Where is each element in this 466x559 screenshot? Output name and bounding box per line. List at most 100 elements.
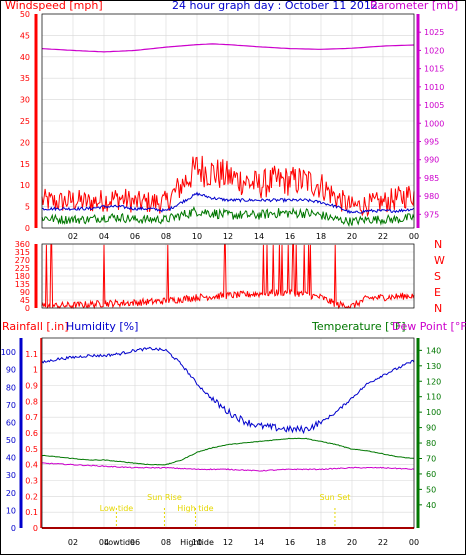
wind-x-tick-label: 18 <box>316 232 326 241</box>
humidity-tick-label: 0 <box>11 524 16 533</box>
compass-label: N <box>434 238 442 251</box>
climate-x-tick-label: 18 <box>316 538 326 547</box>
temperature-tick-label: 140 <box>426 346 441 355</box>
direction-plot-frame <box>41 243 415 309</box>
wind-axis-title: Windspeed [mph] <box>5 0 103 12</box>
direction-tick-label: 180 <box>15 272 30 281</box>
wind-tick-label: 25 <box>20 117 30 126</box>
wind-x-tick-label: 12 <box>223 232 233 241</box>
rain-tick-label: 1.1 <box>25 350 38 359</box>
direction-tick-label: 90 <box>20 288 30 297</box>
direction-line <box>41 244 415 310</box>
event-label: Sun Set <box>319 493 350 502</box>
barometer-tick-label: 1015 <box>424 65 444 74</box>
wind-tick-label: 35 <box>20 74 30 83</box>
rain-tick-label: 0.5 <box>25 445 38 454</box>
rain-tick-label: 0.3 <box>25 477 38 486</box>
dew_point-line <box>42 462 415 472</box>
wind-x-tick-label: 02 <box>68 232 78 241</box>
rain-tick-label: 0.1 <box>25 508 38 517</box>
humidity-tick-label: 30 <box>6 471 16 480</box>
event-label: Low tide <box>100 504 134 513</box>
barometer-tick-label: 990 <box>424 156 439 165</box>
humidity-line <box>41 346 415 435</box>
direction-tick-label: 45 <box>20 296 30 305</box>
wind-tick-label: 10 <box>20 181 30 190</box>
wind-tick-label: 30 <box>20 96 30 105</box>
direction-tick-label: 135 <box>15 280 30 289</box>
wind-x-tick-label: 16 <box>285 232 295 241</box>
rain-tick-label: 0.8 <box>25 397 38 406</box>
windspeed-line <box>41 205 415 228</box>
wind-x-tick-label: 22 <box>378 232 388 241</box>
event-label: High tide <box>177 504 213 513</box>
climate-x-tick-label: 22 <box>378 538 388 547</box>
chart-title: 24 hour graph day : October 11 2012 <box>172 0 378 12</box>
direction-tick-label: 0 <box>25 304 30 313</box>
event-label: Sun Rise <box>147 493 182 502</box>
temperature-axis-title: Temperature [°F] <box>311 320 406 333</box>
temperature-tick-label: 90 <box>426 424 436 433</box>
wind-x-tick-label: 00 <box>409 232 419 241</box>
temperature-tick-label: 60 <box>426 470 436 479</box>
climate-x-tick-label: 16 <box>285 538 295 547</box>
wind-tick-label: 0 <box>25 224 30 233</box>
rainfall-axis-title: Rainfall [.in] <box>2 320 69 333</box>
rain-tick-label: 0.4 <box>25 461 38 470</box>
temperature-line <box>41 437 414 466</box>
wind-tick-label: 20 <box>20 138 30 147</box>
dewpoint-axis-title: Dew Point [°F] <box>392 320 466 333</box>
wind-plot-frame <box>41 13 415 229</box>
temperature-tick-label: 100 <box>426 408 441 417</box>
barometer-line <box>41 43 415 53</box>
temperature-tick-label: 70 <box>426 454 436 463</box>
barometer-axis-title: Barometer [mb] <box>370 0 458 12</box>
barometer-tick-label: 1000 <box>424 119 444 128</box>
wind-tick-label: 45 <box>20 31 30 40</box>
humidity-tick-label: 100 <box>1 348 16 357</box>
climate-x-tick-label: 04 <box>99 538 109 547</box>
wind-tick-label: 15 <box>20 160 30 169</box>
humidity-tick-label: 50 <box>6 436 16 445</box>
compass-label: S <box>434 270 441 283</box>
compass-label: N <box>434 302 442 315</box>
tide-bottom-label: Lowtide <box>104 538 135 547</box>
wind-x-tick-label: 10 <box>192 232 202 241</box>
humidity-tick-label: 90 <box>6 366 16 375</box>
rain-tick-label: 0.2 <box>25 492 38 501</box>
rain-tick-label: 0 <box>33 524 38 533</box>
rain-tick-label: 0.6 <box>25 429 38 438</box>
humidity-tick-label: 70 <box>6 401 16 410</box>
direction-tick-label: 270 <box>15 256 30 265</box>
barometer-tick-label: 985 <box>424 174 439 183</box>
temperature-tick-label: 120 <box>426 377 441 386</box>
climate-plot-frame <box>41 337 415 529</box>
temperature-tick-label: 130 <box>426 362 441 371</box>
barometer-tick-label: 995 <box>424 137 439 146</box>
barometer-tick-label: 1020 <box>424 46 444 55</box>
temperature-tick-label: 50 <box>426 485 436 494</box>
humidity-tick-label: 10 <box>6 506 16 515</box>
barometer-tick-label: 1010 <box>424 83 444 92</box>
wind-tick-label: 50 <box>20 10 30 19</box>
climate-x-tick-label: 12 <box>223 538 233 547</box>
temperature-tick-label: 40 <box>426 501 436 510</box>
humidity-tick-label: 20 <box>6 489 16 498</box>
barometer-tick-label: 975 <box>424 210 439 219</box>
tide-bottom-label: Hightide <box>180 538 214 547</box>
direction-tick-label: 315 <box>15 248 30 257</box>
wind-tick-label: 40 <box>20 53 30 62</box>
wind-x-tick-label: 08 <box>161 232 171 241</box>
direction-tick-label: 225 <box>15 264 30 273</box>
climate-x-tick-label: 20 <box>347 538 357 547</box>
temperature-tick-label: 110 <box>426 393 441 402</box>
humidity-tick-label: 40 <box>6 454 16 463</box>
barometer-tick-label: 980 <box>424 192 439 201</box>
average-line <box>41 191 415 215</box>
wind-x-tick-label: 14 <box>254 232 264 241</box>
climate-x-tick-label: 02 <box>68 538 78 547</box>
barometer-tick-label: 1025 <box>424 28 444 37</box>
compass-label: E <box>434 286 441 299</box>
wind-x-tick-label: 04 <box>99 232 109 241</box>
